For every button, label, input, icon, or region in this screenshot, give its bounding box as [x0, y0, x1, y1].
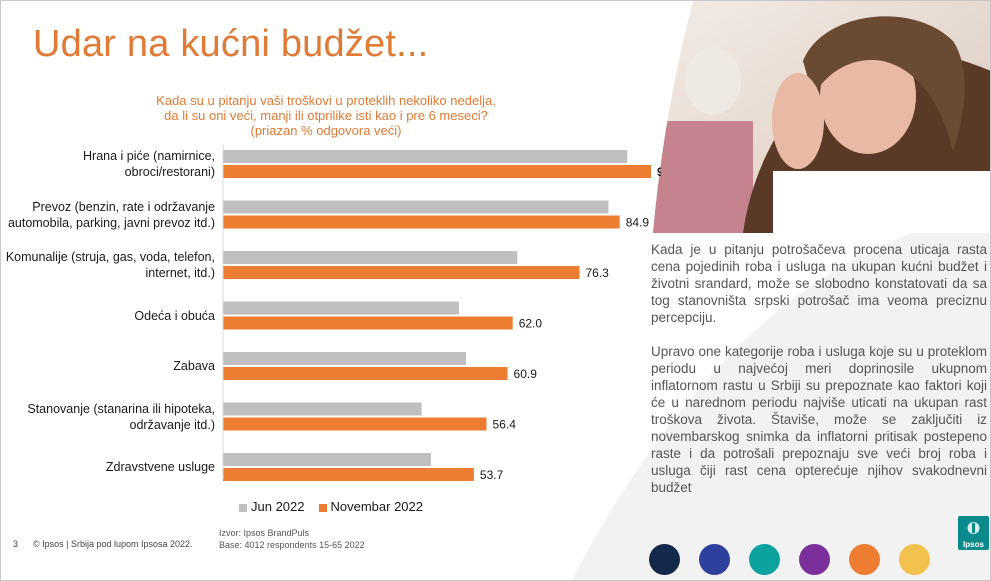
- color-dot: [699, 544, 730, 575]
- bar-chart: 91.6 84.9 76.3 62.0 60.9 56.4 53.7: [222, 144, 661, 482]
- bar-novembar-2022: [223, 316, 513, 330]
- bar-novembar-2022: [223, 367, 508, 380]
- legend-swatch-jun: [239, 503, 247, 512]
- category-label: Hrana i piće (namirnice, obroci/restorani…: [1, 148, 215, 180]
- chart-legend: Jun 2022 Novembar 2022: [239, 499, 423, 514]
- question-line-2: da li su oni veći, manji ili otprilike i…: [164, 108, 488, 123]
- bar-novembar-2022: [223, 266, 580, 279]
- category-label: Prevoz (benzin, rate i održavanje automob…: [1, 199, 215, 231]
- bar-jun-2022: [223, 402, 422, 416]
- category-label-line: Komunalije (struja, gas, voda, telefon,: [5, 250, 215, 264]
- bar-value-label: 56.4: [493, 418, 517, 432]
- question-line-1: Kada su u pitanju vaši troškovi u protek…: [156, 93, 496, 108]
- legend-item-nov: Novembar 2022: [318, 499, 424, 514]
- category-label: Stanovanje (stanarina ili hipoteka, održa…: [1, 401, 215, 433]
- commentary-paragraph-2: Upravo one kategorije roba i usluga koje…: [651, 344, 987, 495]
- bar-jun-2022: [223, 453, 431, 466]
- category-label-line: obroci/restorani): [124, 165, 215, 179]
- source-line-1: Izvor: Ipsos BrandPuls: [219, 528, 310, 538]
- category-label-line: Zabava: [173, 359, 215, 373]
- bar-value-label: 53.7: [480, 468, 504, 482]
- color-dots: [649, 544, 930, 575]
- bar-jun-2022: [223, 200, 609, 214]
- category-label-line: Zdravstvene usluge: [105, 460, 215, 474]
- footer-source: Izvor: Ipsos BrandPuls Base: 4012 respon…: [219, 527, 365, 551]
- legend-label-jun: Jun 2022: [251, 499, 305, 514]
- category-label-line: automobila, parking, javni prevoz itd.): [7, 215, 215, 230]
- chart-question: Kada su u pitanju vaši troškovi u protek…: [121, 93, 531, 138]
- bar-jun-2022: [223, 352, 466, 365]
- category-label-line: Odeća i obuća: [134, 308, 215, 323]
- bar-novembar-2022: [223, 417, 487, 431]
- commentary-paragraph-1: Kada je u pitanju potrošačeva procena ut…: [651, 242, 987, 325]
- bar-jun-2022: [223, 251, 518, 264]
- legend-label-nov: Novembar 2022: [330, 499, 424, 514]
- bar-value-label: 62.0: [519, 317, 543, 331]
- page-number: 3: [13, 539, 19, 549]
- color-dot: [799, 544, 830, 575]
- bar-value-label: 91.6: [657, 165, 661, 179]
- bar-novembar-2022: [223, 468, 474, 481]
- category-label: Zabava: [1, 358, 215, 374]
- stressed-woman-photo: [653, 1, 990, 233]
- bar-value-label: 84.9: [626, 216, 650, 230]
- source-line-2: Base: 4012 respondents 15-65 2022: [219, 540, 365, 550]
- legend-item-jun: Jun 2022: [239, 499, 305, 514]
- ipsos-logo-text: Ipsos: [963, 540, 984, 549]
- bar-jun-2022: [223, 150, 628, 163]
- category-label: Komunalije (struja, gas, voda, telefon, i…: [1, 249, 215, 281]
- color-dot: [749, 544, 780, 575]
- category-label-line: Hrana i piće (namirnice,: [83, 149, 215, 163]
- footer-copyright: © Ipsos | Srbija pod lupom Ipsosa 2022.: [33, 539, 193, 549]
- category-label: Odeća i obuća: [1, 308, 215, 324]
- category-label-line: održavanje itd.): [129, 417, 215, 432]
- category-label-line: Stanovanje (stanarina ili hipoteka,: [27, 401, 215, 416]
- slide-title: Udar na kućni budžet...: [33, 23, 429, 65]
- category-label: Zdravstvene usluge: [1, 459, 215, 475]
- bar-novembar-2022: [223, 165, 651, 178]
- bar-value-label: 76.3: [586, 266, 610, 280]
- bar-novembar-2022: [223, 215, 620, 229]
- bar-jun-2022: [223, 301, 459, 315]
- category-label-line: internet, itd.): [145, 266, 215, 280]
- category-label-line: Prevoz (benzin, rate i održavanje: [32, 199, 215, 214]
- question-line-3: (priazan % odgovora veći): [250, 123, 402, 138]
- color-dot: [849, 544, 880, 575]
- bar-value-label: 60.9: [514, 367, 538, 381]
- legend-swatch-nov: [318, 503, 327, 512]
- ipsos-logo: Ipsos: [958, 516, 989, 550]
- color-dot: [649, 544, 680, 575]
- color-dot: [899, 544, 930, 575]
